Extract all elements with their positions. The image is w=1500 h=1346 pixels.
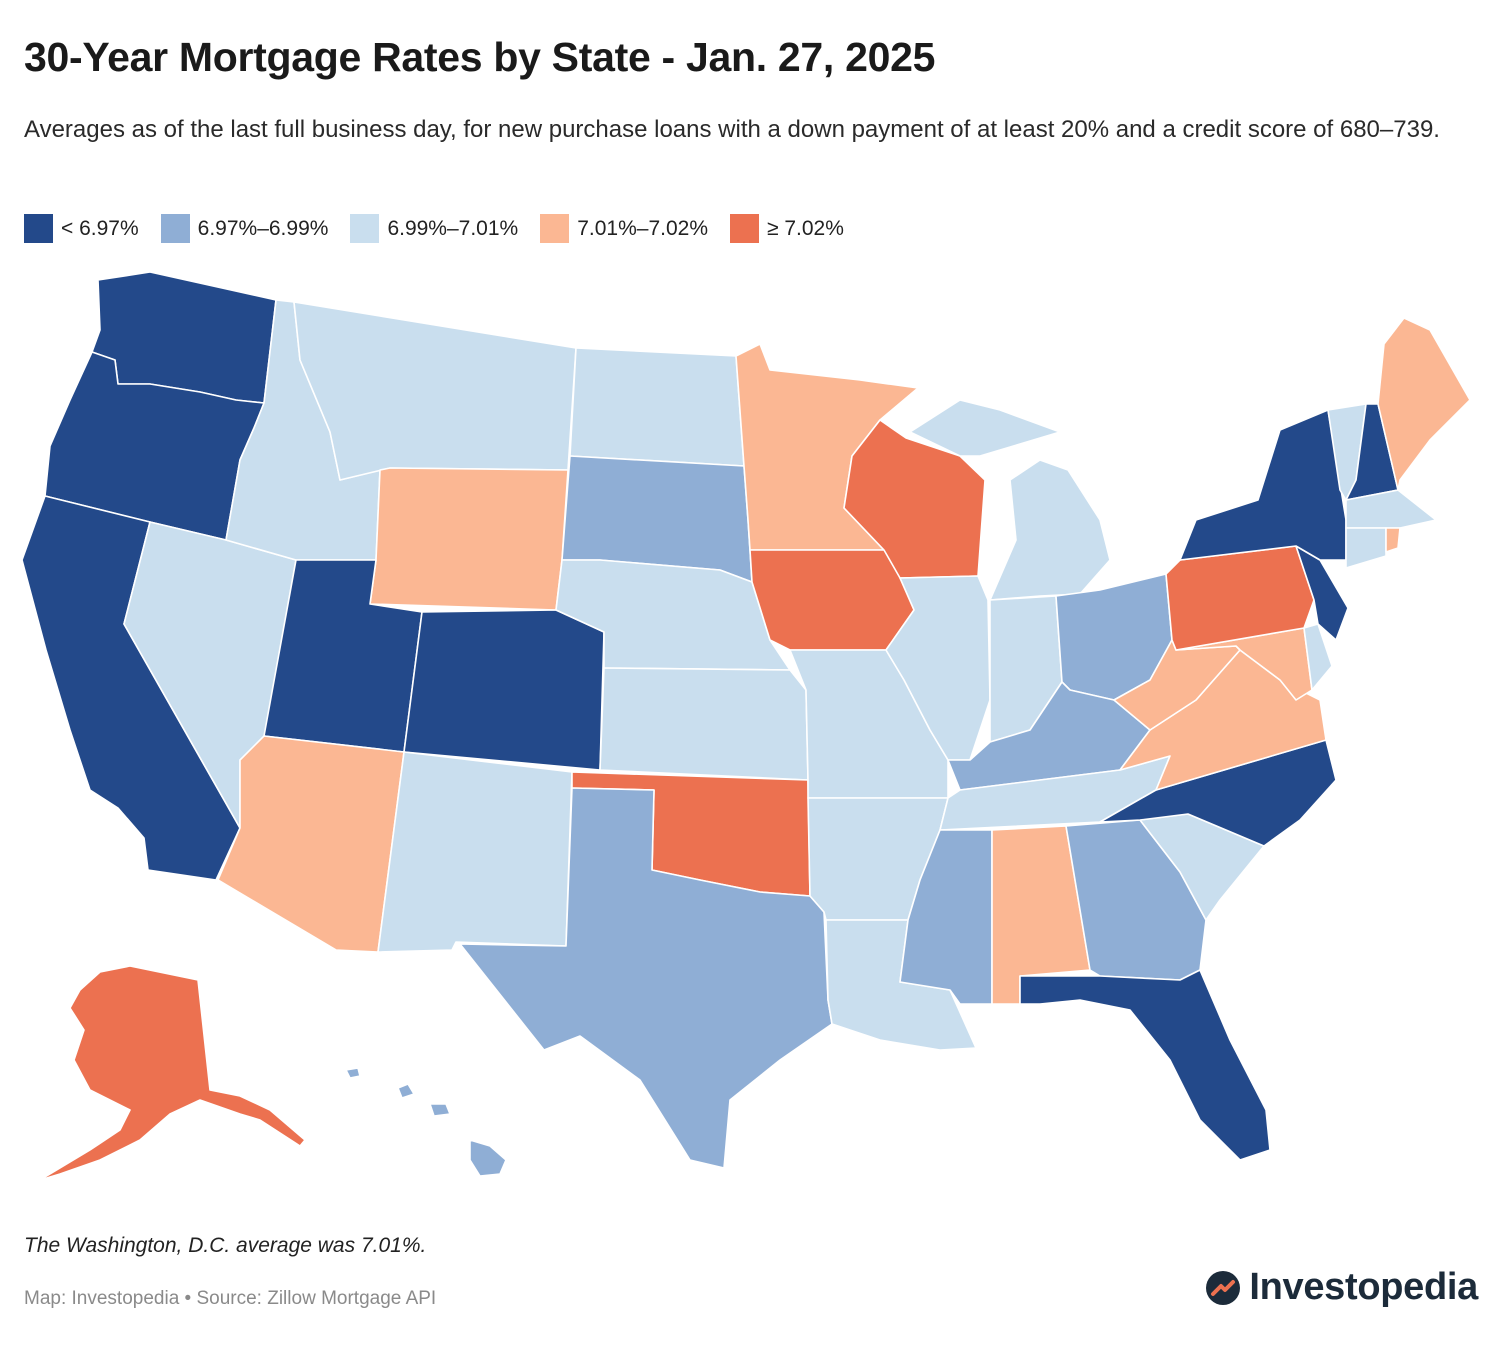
legend-item-bin-4: ≥ 7.02% — [730, 214, 844, 243]
state-WI[interactable]: Wisconsin — [843, 419, 986, 579]
map-svg: Washington Oregon California Nevada Idah… — [21, 271, 1471, 1181]
state-ND[interactable]: North Dakota — [569, 347, 745, 467]
legend-item-bin-2: 6.99%–7.01% — [350, 214, 518, 243]
chart-title: 30-Year Mortgage Rates by State - Jan. 2… — [24, 34, 936, 80]
state-MI[interactable]: Michigan — [909, 399, 1061, 457]
state-KS[interactable]: Kansas — [599, 667, 809, 781]
state-NE[interactable]: Nebraska — [555, 559, 791, 671]
source-credit: Map: Investopedia • Source: Zillow Mortg… — [24, 1288, 437, 1309]
legend-item-bin-1: 6.97%–6.99% — [160, 214, 329, 243]
legend-swatch — [24, 214, 53, 243]
state-AZ[interactable]: Arizona — [217, 735, 405, 953]
investopedia-logo: Investopedia — [1205, 1266, 1478, 1309]
legend-swatch — [730, 214, 759, 243]
state-FL[interactable]: Florida — [1019, 969, 1271, 1161]
legend-label: 6.97%–6.99% — [197, 216, 329, 240]
legend-label: 7.01%–7.02% — [577, 216, 708, 240]
state-HI-oahu[interactable]: Hawaii — [397, 1083, 415, 1099]
state-CT[interactable]: Connecticut — [1345, 527, 1387, 569]
brand-name: Investopedia — [1249, 1266, 1478, 1308]
state-MT[interactable]: Montana — [293, 301, 577, 481]
legend-swatch — [350, 214, 380, 243]
chart-subtitle: Averages as of the last full business da… — [24, 116, 1440, 143]
legend: < 6.97% 6.97%–6.99% 6.99%–7.01% 7.01%–7.… — [24, 214, 844, 243]
legend-swatch — [160, 214, 190, 243]
state-IA[interactable]: Iowa — [749, 549, 915, 651]
state-MI-lower[interactable]: Michigan — [989, 459, 1111, 601]
state-DE[interactable]: Delaware — [1303, 623, 1333, 691]
state-CO[interactable]: Colorado — [403, 609, 605, 771]
state-NM[interactable]: New Mexico — [377, 751, 573, 953]
state-NY[interactable]: New York — [1179, 409, 1347, 561]
state-WY[interactable]: Wyoming — [369, 467, 569, 611]
state-AK[interactable]: Alaska — [39, 965, 306, 1181]
state-ME[interactable]: Maine — [1377, 317, 1471, 491]
legend-swatch — [540, 214, 570, 243]
us-choropleth-map: Washington Oregon California Nevada Idah… — [0, 250, 1500, 1210]
state-HI-islands[interactable]: Hawaii — [345, 1067, 361, 1079]
investopedia-mark-icon — [1206, 1270, 1241, 1305]
state-RI[interactable]: Rhode Island — [1385, 527, 1401, 553]
state-HI-maui[interactable]: Hawaii — [429, 1103, 451, 1117]
state-MA[interactable]: Massachusetts — [1345, 489, 1437, 529]
legend-item-bin-3: 7.01%–7.02% — [540, 214, 708, 243]
state-HI[interactable]: Hawaii — [469, 1139, 507, 1177]
legend-label: 6.99%–7.01% — [387, 216, 519, 240]
state-TX[interactable]: Texas — [459, 787, 833, 1169]
legend-label: ≥ 7.02% — [767, 216, 844, 240]
legend-label: < 6.97% — [61, 216, 139, 240]
legend-item-bin-0: < 6.97% — [24, 214, 139, 243]
dc-note: The Washington, D.C. average was 7.01%. — [24, 1234, 427, 1257]
